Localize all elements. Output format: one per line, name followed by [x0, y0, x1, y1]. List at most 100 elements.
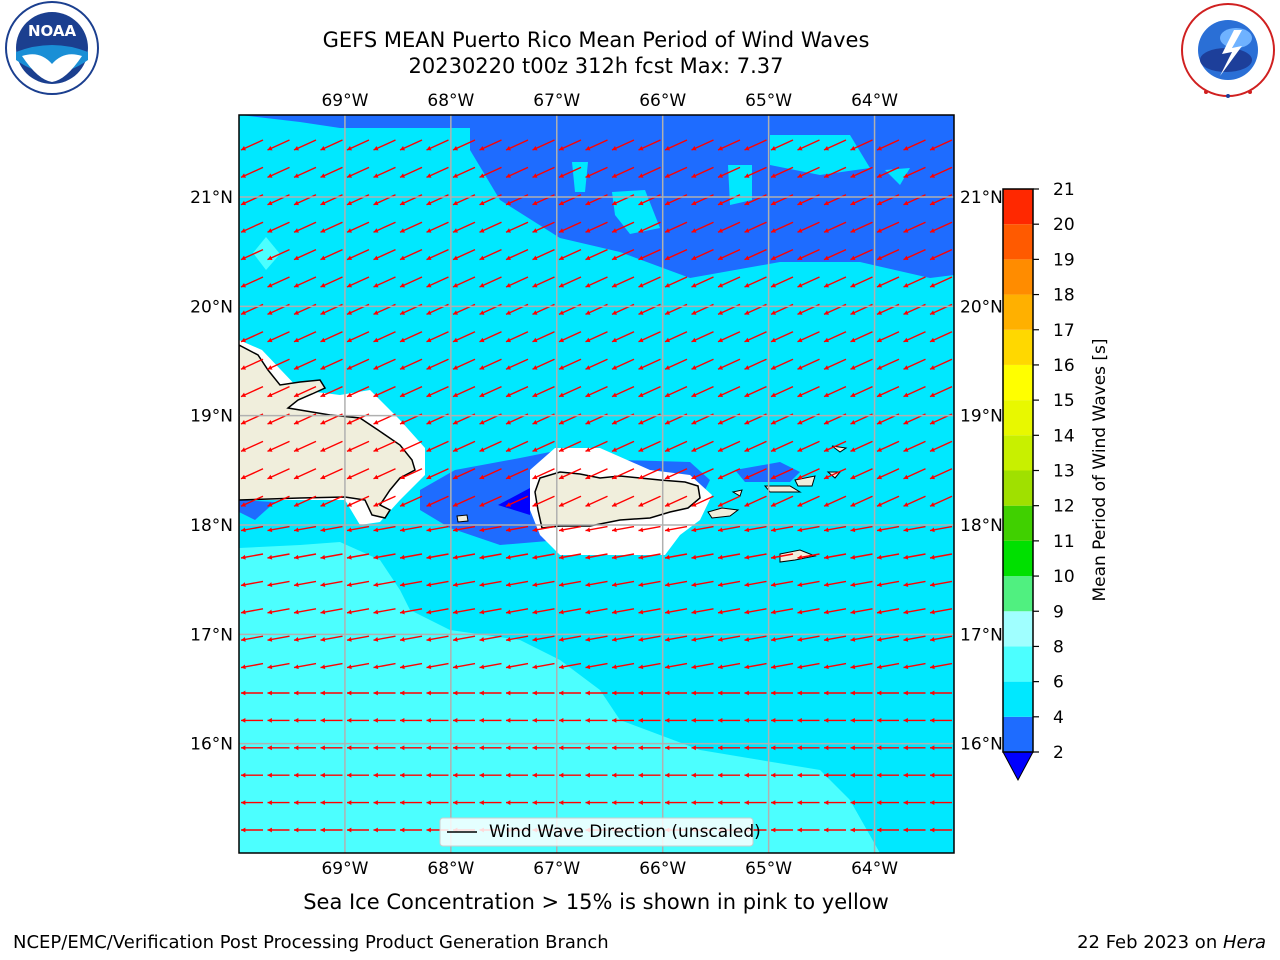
wave-arrow-head: [824, 609, 829, 615]
wave-arrow-head: [267, 800, 272, 805]
wave-arrow-head: [347, 664, 352, 670]
wave-arrow-head: [903, 554, 909, 560]
wave-arrow-head: [824, 582, 829, 587]
wave-arrow-head: [797, 800, 802, 805]
wave-arrow-head: [744, 146, 750, 151]
colorbar-tick-label: 15: [1053, 391, 1075, 411]
wave-arrow-head: [718, 690, 723, 696]
wave-arrow-head: [559, 420, 564, 425]
wave-arrow-head: [426, 664, 432, 670]
wave-arrow-head: [294, 420, 299, 425]
wave-arrow-head: [850, 310, 856, 315]
wave-arrow-head: [850, 637, 856, 642]
wave-arrow-head: [506, 173, 511, 178]
wave-arrow-head: [930, 392, 935, 397]
wave-arrow-head: [294, 827, 299, 833]
wave-arrow-head: [400, 200, 405, 206]
wave-arrow-head: [877, 228, 882, 233]
wave-arrow-head: [744, 283, 750, 288]
wave-arrow-head: [373, 474, 379, 480]
wave-arrow-head: [400, 637, 405, 642]
wave-arrow-head: [426, 800, 431, 805]
wave-arrow-head: [585, 745, 590, 751]
wave-arrow-head: [903, 228, 909, 233]
wave-arrow-head: [506, 146, 511, 151]
wave-arrow-head: [506, 664, 511, 670]
wave-arrow-head: [877, 554, 882, 560]
wave-arrow-head: [294, 637, 299, 642]
wave-arrow-head: [479, 392, 485, 397]
wave-arrow-head: [347, 420, 352, 425]
wave-arrow-head: [612, 146, 617, 151]
x-tick-label-bottom: 69°W: [321, 859, 368, 879]
wave-arrow-head: [320, 283, 326, 288]
wave-arrow-head: [559, 255, 564, 260]
wave-arrow-head: [903, 420, 909, 425]
wave-arrow-head: [850, 718, 855, 723]
footer-producer: NCEP/EMC/Verification Post Processing Pr…: [13, 932, 609, 953]
wave-arrow-head: [691, 637, 697, 642]
wave-arrow-head: [903, 690, 908, 696]
wave-arrow-head: [506, 527, 511, 533]
wave-arrow-head: [691, 420, 697, 425]
wave-arrow-head: [903, 827, 908, 833]
wave-arrow-head: [320, 420, 326, 425]
wave-arrow-head: [426, 228, 432, 233]
wave-arrow-head: [294, 745, 299, 751]
wave-arrow-head: [506, 392, 511, 397]
wave-arrow-head: [824, 772, 829, 778]
wave-arrow-head: [241, 745, 246, 751]
wave-arrow-head: [559, 745, 564, 751]
wave-arrow-head: [400, 772, 405, 778]
wave-arrow-head: [267, 609, 273, 615]
wave-arrow-head: [294, 200, 299, 206]
wave-arrow-head: [718, 228, 723, 233]
wave-arrow-head: [506, 283, 511, 288]
wave-arrow-head: [824, 228, 829, 233]
wave-arrow-head: [612, 745, 617, 751]
wave-arrow-head: [930, 745, 935, 751]
wave-arrow-head: [453, 745, 458, 751]
wave-arrow-head: [373, 827, 378, 833]
wave-arrow-head: [479, 800, 484, 805]
wave-arrow-head: [691, 718, 696, 723]
wave-arrow-head: [532, 337, 538, 343]
wave-arrow-head: [373, 554, 379, 560]
wave-arrow-head: [691, 146, 697, 151]
wave-arrow-head: [665, 392, 670, 397]
wave-arrow-head: [903, 772, 908, 778]
wave-arrow-head: [532, 637, 538, 642]
wave-arrow-head: [877, 337, 882, 343]
noaa-logo-icon: NOAA: [5, 1, 99, 95]
wave-arrow-head: [267, 228, 273, 233]
wave-arrow-head: [532, 255, 538, 260]
wave-arrow-head: [320, 502, 326, 507]
wave-arrow-head: [426, 827, 431, 833]
wave-arrow-head: [453, 800, 458, 805]
wave-arrow-head: [426, 609, 432, 615]
wave-arrow-head: [267, 637, 273, 642]
y-tick-label-left: 20°N: [190, 297, 233, 317]
wave-arrow-head: [373, 146, 379, 151]
wave-arrow-head: [850, 772, 855, 778]
colorbar-tick-label: 17: [1053, 321, 1075, 341]
wave-arrow-head: [718, 173, 723, 178]
wave-arrow-head: [744, 447, 750, 452]
wave-arrow-head: [585, 718, 590, 723]
wave-arrow-head: [453, 582, 458, 587]
wave-arrow-head: [797, 337, 803, 343]
wave-arrow-head: [612, 420, 617, 425]
hispaniola-land: [239, 344, 416, 519]
wave-arrow-head: [585, 337, 591, 343]
wave-arrow-head: [532, 228, 538, 233]
wave-arrow-head: [400, 365, 405, 370]
wave-arrow-head: [320, 255, 326, 260]
wave-arrow-head: [903, 474, 909, 480]
wave-arrow-head: [797, 554, 803, 560]
wave-arrow-head: [506, 582, 511, 587]
wave-arrow-head: [400, 146, 405, 151]
wave-arrow-head: [373, 502, 379, 507]
wave-arrow-head: [373, 310, 379, 315]
wave-arrow-head: [824, 527, 829, 533]
wave-arrow-head: [797, 173, 803, 178]
